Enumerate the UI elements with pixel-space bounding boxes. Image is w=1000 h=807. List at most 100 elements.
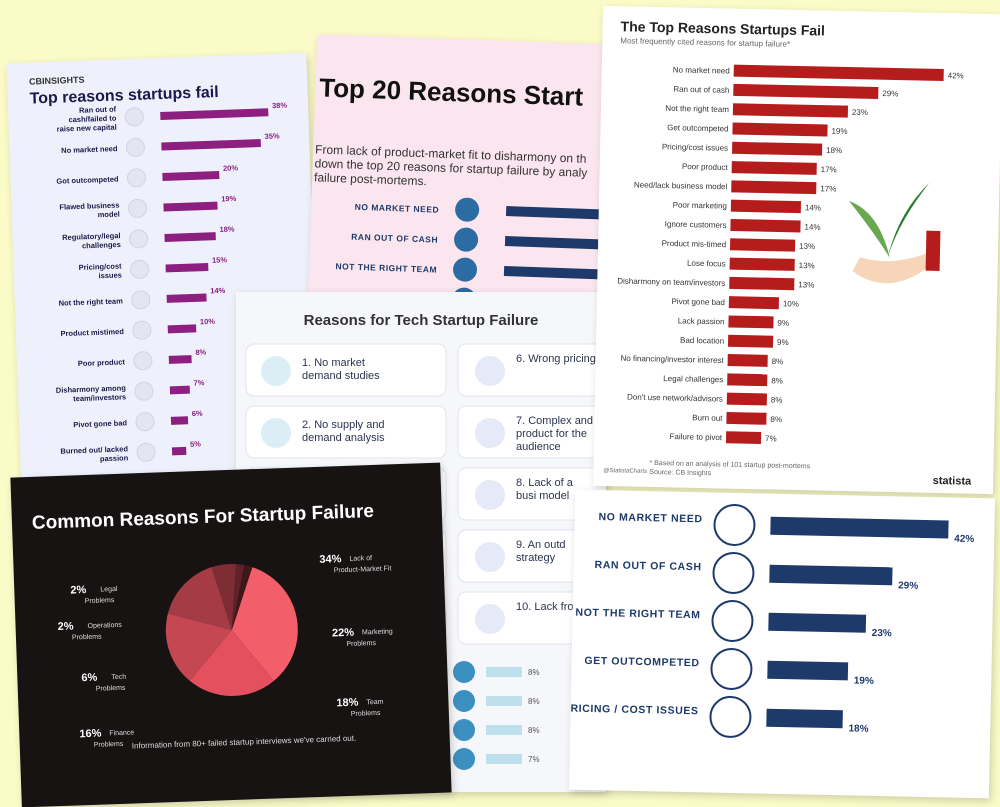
statista-note: * Based on an analysis of 101 startup po…: [649, 459, 810, 480]
statista-value-label: 8%: [772, 357, 784, 366]
cb-category-label: No market need: [61, 144, 118, 155]
cb-brand: CBINSIGHTS: [28, 74, 85, 87]
tech-item-icon: [475, 356, 505, 386]
cb-bar: [167, 324, 197, 334]
statista-category-label: Pricing/cost issues: [662, 142, 728, 152]
cb-category-label: passion: [100, 453, 129, 463]
navy-value-label: 23%: [872, 628, 892, 639]
tech-mini-bar: [486, 696, 522, 706]
statista-bar: [726, 392, 767, 406]
pie-category-label: Problems: [96, 685, 126, 693]
cb-category-label: Regulatory/legal: [62, 231, 121, 242]
tech-item-label: demand analysis: [302, 432, 385, 444]
statista-value-label: 13%: [799, 242, 815, 251]
pie-value-label: 6%: [81, 672, 98, 685]
statista-bar: [727, 334, 774, 348]
tech-mini-value: 8%: [528, 726, 540, 735]
navy-category-label: RAN OUT OF CASH: [594, 559, 701, 573]
navy-category-label: GET OUTCOMPETED: [584, 655, 699, 669]
tech-mini-value: 8%: [528, 697, 540, 706]
cb-category-label: challenges: [82, 240, 121, 250]
pie-value-label: 34%: [319, 553, 342, 566]
tech-mini-icon: [453, 748, 475, 770]
statista-chart-card: The Top Reasons Startups Fail Most frequ…: [593, 5, 1000, 495]
cb-bar: [168, 355, 192, 364]
statista-category-label: Failure to pivot: [670, 432, 723, 442]
statista-value-label: 14%: [804, 223, 820, 232]
statista-value-label: 17%: [820, 184, 836, 193]
tech-item-icon: [475, 480, 505, 510]
statista-value-label: 17%: [821, 165, 837, 174]
statista-category-label: Need/lack business model: [634, 180, 728, 191]
statista-category-label: Pivot gone bad: [671, 297, 725, 307]
pie-value-label: 16%: [79, 728, 102, 741]
cb-value-label: 20%: [223, 163, 239, 173]
cb-value-label: 14%: [210, 286, 226, 296]
statista-bar: [725, 431, 762, 444]
navy-bar: [769, 564, 893, 586]
cb-row-icon: [124, 107, 144, 127]
cb-category-label: raise new capital: [57, 123, 117, 134]
statista-category-label: Not the right team: [665, 104, 729, 114]
pie-slice: [231, 564, 245, 630]
pie-slice: [231, 565, 253, 630]
statista-bar: [732, 103, 849, 118]
cb-category-label: Poor product: [78, 357, 126, 368]
pie-value-label: 2%: [70, 584, 87, 597]
pie-category-label: Lack of: [349, 555, 372, 563]
pie-category-label: Problems: [94, 741, 124, 749]
statista-bar: [728, 296, 780, 310]
statista-category-label: No market need: [673, 65, 730, 75]
hand-sleeve-icon: [925, 230, 941, 271]
top20-row-icon: [455, 197, 480, 222]
tech-title: Reasons for Tech Startup Failure: [303, 312, 539, 329]
statista-bar: [729, 257, 795, 271]
cb-bar: [163, 201, 218, 212]
cb-row-icon: [136, 442, 156, 462]
tech-mini-icon: [453, 690, 475, 712]
statista-bar: [727, 373, 768, 387]
cb-category-label: Product mistimed: [60, 327, 124, 338]
navy-category-label: PRICING / COST ISSUES: [569, 702, 699, 717]
cb-value-label: 6%: [192, 409, 203, 418]
top20-row-label: NOT THE RIGHT TEAM: [335, 261, 437, 275]
navy-row-icon: [710, 647, 753, 690]
statista-value-label: 23%: [852, 108, 868, 117]
navy-row-icon: [712, 551, 755, 594]
pie-category-label: Problems: [85, 597, 115, 605]
pie-slice: [189, 629, 274, 696]
tech-item-card: [245, 405, 447, 459]
statista-value-label: 9%: [777, 338, 789, 347]
tech-item-label: 7. Complex and: [516, 415, 593, 427]
pie-category-label: Problems: [72, 634, 102, 642]
statista-category-label: Get outcompeted: [667, 123, 729, 133]
cb-bar: [164, 232, 216, 242]
top20-row-icon: [454, 227, 479, 252]
cb-row-icon: [132, 320, 152, 340]
pie-category-label: Tech: [111, 674, 126, 682]
statista-title: The Top Reasons Startups Fail: [620, 18, 826, 39]
plant-leaf-icon: [849, 201, 890, 258]
cb-value-label: 35%: [264, 131, 280, 141]
plant-leaf-icon: [887, 182, 930, 257]
tech-mini-value: 8%: [528, 668, 540, 677]
tech-item-label: product for the: [516, 428, 587, 440]
statista-category-label: Poor marketing: [673, 200, 727, 210]
tech-item-label: busi model: [516, 490, 569, 502]
pie-category-label: Team: [366, 699, 384, 707]
tech-item-icon: [261, 356, 291, 386]
cb-category-label: Not the right team: [58, 296, 123, 307]
statista-bar: [728, 315, 774, 329]
tech-mini-icon: [453, 661, 475, 683]
cb-category-label: cash/failed to: [68, 114, 117, 125]
cb-value-label: 19%: [221, 194, 237, 204]
cb-bar: [165, 262, 209, 273]
cb-bar: [166, 293, 207, 303]
tech-mini-bar: [486, 754, 522, 764]
navy-value-label: 42%: [954, 534, 974, 545]
tech-item-icon: [475, 418, 505, 448]
cb-category-label: team/investors: [73, 392, 126, 403]
tech-item-icon: [475, 604, 505, 634]
navy-category-label: NOT THE RIGHT TEAM: [575, 607, 700, 622]
